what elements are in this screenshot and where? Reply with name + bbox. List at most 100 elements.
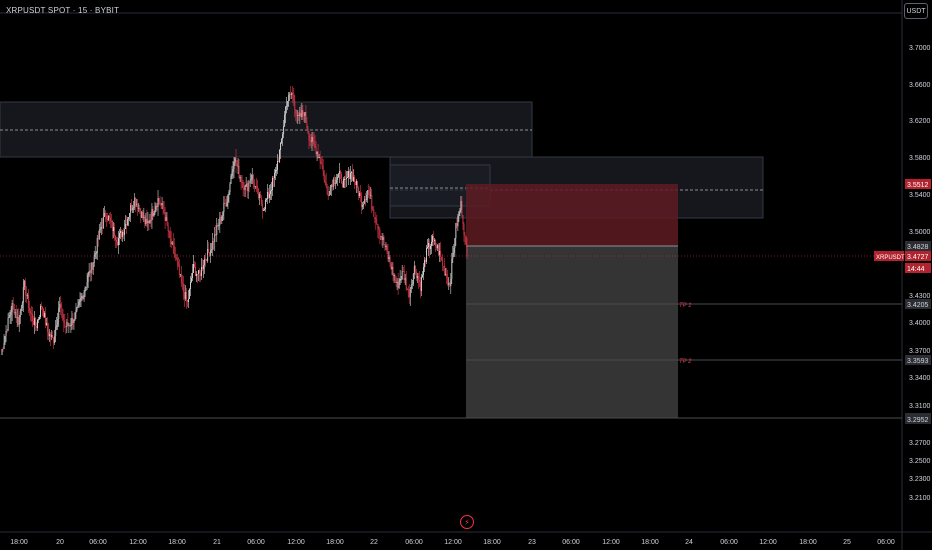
tp-label: TP 1 xyxy=(679,303,691,309)
candle-body xyxy=(106,219,108,220)
candle-body xyxy=(340,174,342,183)
candle-body xyxy=(91,263,93,270)
candle-body xyxy=(382,237,384,240)
candle-body xyxy=(445,274,447,275)
candle-body xyxy=(59,304,61,308)
candle-body xyxy=(168,231,170,232)
candle-body xyxy=(237,166,239,167)
candle-body xyxy=(275,170,276,173)
candle-body xyxy=(430,246,431,249)
candle-body xyxy=(254,186,256,187)
candle-body xyxy=(159,201,161,204)
candle-body xyxy=(77,305,79,307)
price-label-bg xyxy=(905,355,931,365)
candle-body xyxy=(375,219,377,223)
candle-body xyxy=(238,166,240,177)
y-tick-label: 3.4300 xyxy=(909,293,931,300)
candle-body xyxy=(466,244,468,256)
y-tick-label: 3.4000 xyxy=(909,320,931,327)
candle-body xyxy=(32,321,34,325)
candle-body xyxy=(267,192,269,198)
x-tick-label: 06:00 xyxy=(877,539,895,546)
y-tick-label: 3.2300 xyxy=(909,476,931,483)
candle-body xyxy=(393,275,395,276)
candle-body xyxy=(394,275,396,280)
candle-body xyxy=(9,315,11,317)
candle-body xyxy=(187,299,189,302)
candle-body xyxy=(197,274,198,275)
candle-body xyxy=(425,260,426,262)
candle-body xyxy=(463,224,465,235)
price-label-bg xyxy=(905,263,931,273)
candle-body xyxy=(160,204,162,205)
candle-body xyxy=(62,309,64,320)
candle-body xyxy=(136,204,138,205)
candle-body xyxy=(419,282,421,291)
candle-body xyxy=(153,213,155,216)
candle-body xyxy=(354,177,356,182)
price-label: 3.4205 xyxy=(907,302,929,309)
candle-body xyxy=(348,171,349,177)
candle-body xyxy=(294,101,296,109)
candle-body xyxy=(453,248,455,253)
candle-body xyxy=(49,334,51,336)
x-tick-label: 18:00 xyxy=(799,539,817,546)
x-tick-label: 06:00 xyxy=(720,539,738,546)
candle-body xyxy=(460,201,462,210)
candle-body xyxy=(11,303,13,312)
candle-body xyxy=(92,263,94,270)
y-tick-label: 3.3100 xyxy=(909,403,931,410)
candle-body xyxy=(325,182,327,187)
candle-body xyxy=(154,210,156,213)
candle-body xyxy=(74,313,76,320)
candle-body xyxy=(210,250,212,256)
candle-body xyxy=(180,274,182,283)
candle-body xyxy=(104,213,106,216)
candle-body xyxy=(213,241,215,242)
candle-body xyxy=(6,331,8,332)
x-tick-label: 23 xyxy=(528,539,536,546)
candle-body xyxy=(135,198,137,205)
candle-body xyxy=(75,310,77,313)
candle-body xyxy=(101,227,103,228)
candle-body xyxy=(50,334,52,337)
candle-body xyxy=(332,179,334,187)
candles xyxy=(1,86,468,355)
candle-body xyxy=(252,175,254,181)
candle-body xyxy=(206,259,208,261)
candle-body xyxy=(271,190,272,191)
candle-body xyxy=(338,171,340,174)
candle-body xyxy=(82,296,84,299)
candle-body xyxy=(326,187,328,194)
candle-body xyxy=(188,289,190,299)
currency-button[interactable]: USDT xyxy=(904,3,928,19)
x-tick-label: 25 xyxy=(843,539,851,546)
candle-body xyxy=(356,181,358,185)
candle-body xyxy=(261,204,263,210)
candle-body xyxy=(5,331,7,336)
candle-body xyxy=(355,182,357,185)
candle-body xyxy=(381,236,383,240)
y-tick-label: 3.2700 xyxy=(909,440,931,447)
candle-body xyxy=(266,192,268,199)
candle-body xyxy=(246,184,248,191)
candle-body xyxy=(221,216,223,221)
candle-body xyxy=(464,235,466,236)
candle-body xyxy=(200,273,202,276)
candle-body xyxy=(115,236,116,240)
candle-body xyxy=(100,227,102,229)
candle-body xyxy=(280,143,282,150)
candle-body xyxy=(251,175,253,179)
candle-body xyxy=(416,276,418,278)
candle-body xyxy=(330,185,332,187)
candle-body xyxy=(456,223,458,226)
candle-body xyxy=(262,210,264,211)
candle-body xyxy=(334,183,336,184)
candle-body xyxy=(37,320,38,328)
lightning-icon[interactable]: ⚡ xyxy=(460,515,474,529)
candle-body xyxy=(90,263,92,273)
candle-body xyxy=(7,318,9,331)
candle-body xyxy=(299,113,301,116)
candle-body xyxy=(45,313,47,325)
